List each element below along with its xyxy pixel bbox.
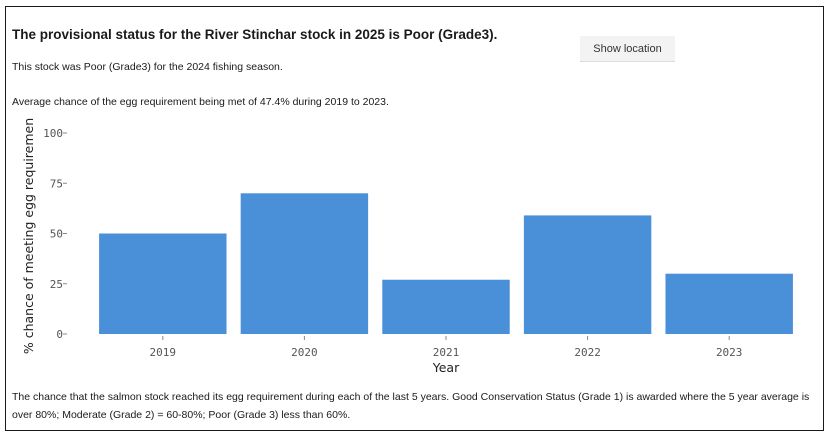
y-tick-label: 75 bbox=[50, 177, 63, 190]
y-tick-label: 0 bbox=[56, 328, 63, 341]
bar-2023[interactable] bbox=[665, 273, 793, 334]
previous-status-text: This stock was Poor (Grade3) for the 202… bbox=[12, 61, 283, 73]
show-location-button[interactable]: Show location bbox=[580, 36, 675, 62]
y-axis: 0 25 50 75 100 bbox=[43, 127, 67, 341]
x-axis: 2019 2020 2021 2022 2023 bbox=[150, 336, 743, 359]
x-tick-label: 2021 bbox=[433, 346, 460, 359]
bar-2020[interactable] bbox=[240, 193, 369, 334]
average-chance-text: Average chance of the egg requirement be… bbox=[12, 96, 389, 108]
x-tick-label: 2020 bbox=[291, 346, 318, 359]
bar-2022[interactable] bbox=[523, 215, 652, 334]
x-tick-label: 2023 bbox=[716, 346, 743, 359]
bar-2021[interactable] bbox=[382, 279, 510, 334]
y-tick-label: 50 bbox=[50, 228, 63, 241]
page-title: The provisional status for the River Sti… bbox=[12, 27, 498, 42]
bars bbox=[99, 193, 793, 334]
y-axis-title: % chance of meeting egg requiremen bbox=[21, 118, 36, 354]
x-tick-label: 2019 bbox=[150, 346, 177, 359]
y-tick-label: 25 bbox=[50, 278, 63, 291]
stock-status-panel bbox=[5, 6, 824, 431]
x-axis-title: Year bbox=[432, 360, 460, 375]
y-tick-label: 100 bbox=[43, 127, 63, 140]
x-tick-label: 2022 bbox=[574, 346, 601, 359]
bar-2019[interactable] bbox=[99, 233, 227, 335]
chart-description: The chance that the salmon stock reached… bbox=[12, 391, 810, 421]
